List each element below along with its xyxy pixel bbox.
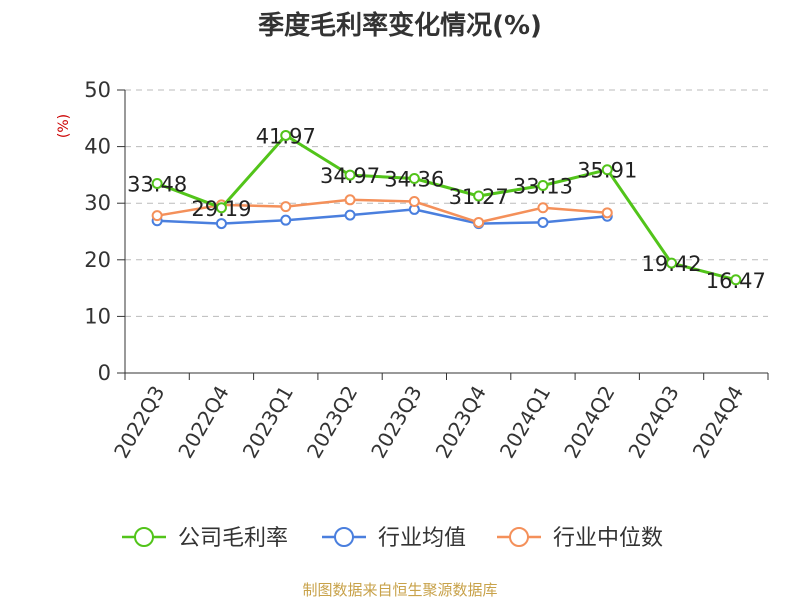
data-label: 29.19 [191, 197, 251, 221]
y-tick-label: 40 [84, 135, 111, 159]
y-tick-label: 30 [84, 191, 111, 215]
data-point [473, 190, 485, 202]
data-point [537, 179, 549, 191]
series-line [155, 208, 609, 225]
y-tick-label: 50 [84, 78, 111, 102]
series-line [155, 133, 738, 282]
legend-marker [509, 527, 529, 547]
x-tick-label: 2024Q1 [495, 382, 555, 463]
data-point [408, 173, 420, 185]
series-layer [151, 129, 742, 286]
data-label: 34.36 [384, 168, 444, 192]
data-label: 16.47 [706, 269, 766, 293]
x-tick-label: 2022Q4 [173, 382, 233, 463]
data-point [280, 201, 292, 213]
series-line [155, 198, 609, 224]
data-point [601, 207, 613, 219]
data-point [666, 257, 678, 269]
legend-marker [334, 527, 354, 547]
data-point [215, 218, 227, 230]
chart-title: 季度毛利率变化情况(%) [258, 10, 542, 41]
data-point [280, 129, 292, 141]
gridlines [125, 89, 768, 317]
y-tick-label: 10 [84, 304, 111, 328]
legend-marker [134, 527, 154, 547]
y-axis-unit: (%) [56, 114, 72, 138]
x-tick-label: 2023Q2 [302, 382, 362, 463]
y-tick-label: 0 [98, 361, 111, 385]
data-point [730, 274, 742, 286]
y-tick-label: 20 [84, 248, 111, 272]
data-label: 31.27 [449, 185, 509, 209]
legend-label[interactable]: 行业均值 [378, 526, 466, 551]
data-label: 19.42 [641, 252, 701, 276]
x-tick-label: 2024Q4 [688, 382, 748, 463]
data-point [215, 202, 227, 214]
x-tick-label: 2023Q4 [431, 382, 491, 463]
source-note: 制图数据来自恒生聚源数据库 [302, 581, 497, 599]
data-label: 41.97 [256, 124, 316, 148]
data-label: 33.13 [513, 174, 573, 198]
legend-label[interactable]: 行业中位数 [553, 526, 663, 551]
data-point [537, 216, 549, 228]
data-point [537, 202, 549, 214]
x-tick-label: 2023Q3 [366, 382, 426, 463]
data-label: 33.48 [127, 173, 187, 197]
data-point [344, 169, 356, 181]
data-point [280, 214, 292, 226]
data-point [151, 210, 163, 222]
data-point [408, 196, 420, 208]
x-tick-label: 2023Q1 [238, 382, 298, 463]
x-tick-label: 2024Q2 [559, 382, 619, 463]
legend-label[interactable]: 公司毛利率 [178, 526, 288, 551]
data-label: 35.91 [577, 159, 637, 183]
data-point [151, 178, 163, 190]
x-tick-label: 2022Q3 [109, 382, 169, 463]
legend[interactable]: 公司毛利率 行业均值 行业中位数 [122, 526, 663, 551]
x-tick-label: 2024Q3 [623, 382, 683, 463]
data-point [601, 164, 613, 176]
data-point [344, 209, 356, 221]
data-point [473, 216, 485, 228]
data-label: 34.97 [320, 164, 380, 188]
data-point [344, 194, 356, 206]
